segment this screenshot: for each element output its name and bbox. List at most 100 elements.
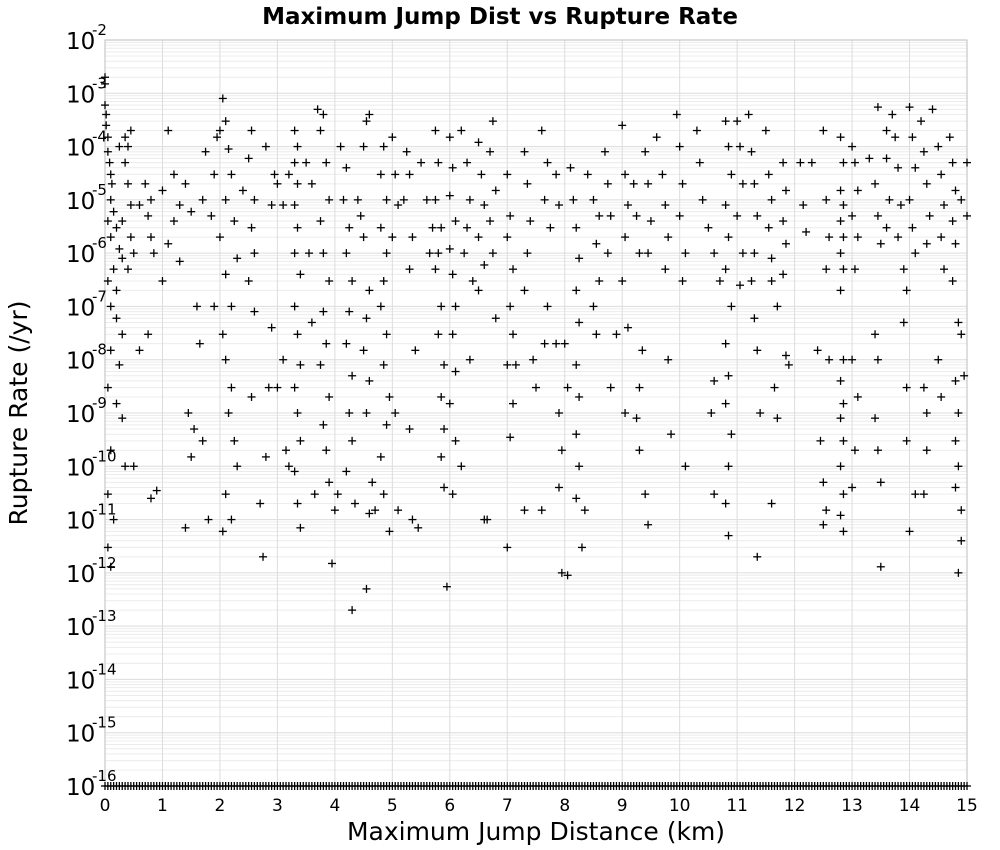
data-point <box>836 217 845 226</box>
data-point <box>540 195 549 204</box>
y-tick-exponent: -16 <box>92 767 117 785</box>
y-tick-exponent: -11 <box>92 501 117 519</box>
data-point <box>313 105 322 114</box>
data-point <box>399 195 408 204</box>
data-point <box>445 191 454 200</box>
data-point <box>678 179 687 188</box>
data-point <box>836 414 845 423</box>
data-point <box>319 307 328 316</box>
data-point <box>227 383 236 392</box>
data-point <box>523 179 532 188</box>
data-point <box>112 399 121 408</box>
grid <box>104 39 968 787</box>
data-point <box>509 399 518 408</box>
data-point <box>606 211 615 220</box>
data-point <box>839 527 848 536</box>
data-point <box>595 211 604 220</box>
data-point <box>103 147 112 156</box>
data-point <box>440 360 449 369</box>
data-point <box>954 462 963 471</box>
y-tick-base: 10 <box>66 242 95 268</box>
data-point <box>486 217 495 226</box>
data-point <box>540 339 549 348</box>
data-point <box>261 452 270 461</box>
data-point <box>733 117 742 126</box>
data-point <box>391 409 400 417</box>
data-point <box>822 506 831 515</box>
data-point <box>646 217 655 226</box>
data-point <box>230 436 239 445</box>
data-point <box>836 249 845 258</box>
data-point <box>836 133 845 142</box>
data-point <box>575 254 584 263</box>
y-tick-base: 10 <box>66 722 95 748</box>
data-point <box>106 346 115 355</box>
data-point <box>129 249 138 258</box>
data-point <box>839 201 848 210</box>
data-point <box>819 126 828 135</box>
data-point <box>250 195 259 204</box>
data-point <box>345 409 354 417</box>
data-point <box>382 249 391 258</box>
data-point <box>644 520 653 529</box>
data-point <box>825 355 834 364</box>
data-point <box>480 260 489 269</box>
data-point <box>960 371 969 380</box>
data-point <box>641 490 650 499</box>
data-point <box>632 414 641 423</box>
data-point <box>727 302 736 311</box>
data-point <box>290 467 299 476</box>
data-point <box>629 179 638 188</box>
data-point <box>187 452 196 461</box>
data-point <box>951 186 960 195</box>
data-point <box>293 499 302 508</box>
data-point <box>721 117 730 126</box>
data-point <box>954 318 963 327</box>
data-point <box>902 436 911 445</box>
data-point <box>425 249 434 258</box>
y-tick-base: 10 <box>66 615 95 641</box>
y-tick-exponent: -9 <box>92 394 107 412</box>
data-point <box>894 233 903 242</box>
data-point <box>623 201 632 210</box>
data-point <box>853 233 862 242</box>
data-point <box>523 249 532 258</box>
data-point <box>348 277 357 286</box>
data-point <box>187 207 196 216</box>
data-point <box>761 126 770 135</box>
data-point <box>359 346 368 355</box>
data-point <box>925 211 934 220</box>
x-axis-ticks: 0 1 2 3 4 5 6 7 8 9 10 11 12 13 14 15 <box>100 796 978 816</box>
data-point <box>750 179 759 188</box>
x-tick-label: 3 <box>272 796 283 816</box>
data-point <box>736 142 745 151</box>
data-point <box>784 360 793 369</box>
data-point <box>345 307 354 316</box>
data-point <box>816 436 825 445</box>
data-point <box>316 217 325 226</box>
data-point <box>736 281 745 290</box>
data-point <box>431 126 440 135</box>
data-point <box>721 201 730 210</box>
data-point <box>882 223 891 232</box>
data-point <box>839 490 848 499</box>
data-point <box>282 446 291 455</box>
y-tick-base: 10 <box>66 562 95 588</box>
data-point <box>437 392 446 401</box>
y-tick-base: 10 <box>66 775 95 801</box>
data-point <box>727 170 736 179</box>
data-point <box>221 195 230 204</box>
data-point <box>948 277 957 286</box>
data-point <box>181 179 190 188</box>
data-point <box>103 133 112 142</box>
data-point <box>348 436 357 445</box>
data-point <box>566 163 575 172</box>
data-point <box>963 158 971 167</box>
data-point <box>839 265 848 274</box>
y-tick-exponent: -12 <box>92 554 117 572</box>
data-point <box>109 515 118 524</box>
data-point <box>342 163 351 172</box>
data-point <box>342 467 351 476</box>
data-point <box>799 201 808 210</box>
data-point <box>802 227 811 236</box>
